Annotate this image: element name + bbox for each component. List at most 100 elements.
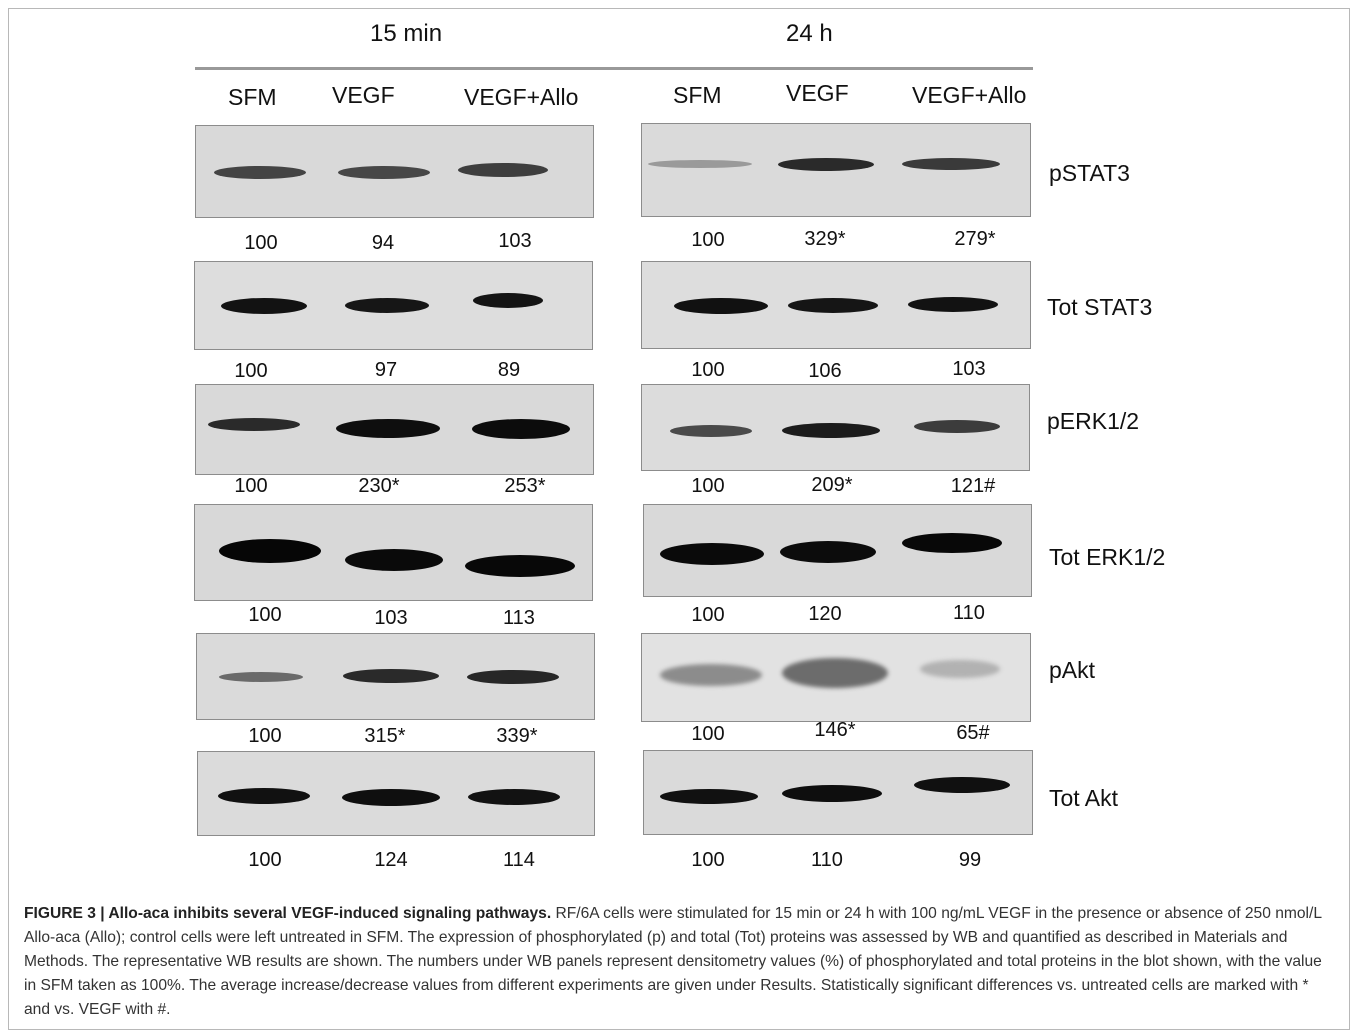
caption-label: FIGURE 3 | Allo-aca inhibits several VEG… — [24, 905, 552, 922]
value-pstat3-24h-sfm: 100 — [691, 229, 725, 251]
value-pstat3-15min-vegf: 94 — [371, 232, 395, 254]
row-label-totakt: Tot Akt — [1049, 785, 1119, 811]
band — [214, 166, 306, 179]
band — [345, 298, 429, 313]
blot-totakt-24h — [643, 750, 1033, 835]
band — [908, 297, 998, 312]
band — [920, 660, 1000, 678]
band — [782, 658, 888, 688]
row-label-pstat3: pSTAT3 — [1049, 160, 1130, 186]
band — [914, 777, 1010, 793]
band — [648, 160, 752, 168]
value-totakt-15min-vegf: 124 — [374, 849, 408, 871]
band — [336, 419, 440, 438]
value-perk-15min-vegfallo: 253* — [504, 475, 546, 497]
band — [660, 664, 762, 686]
band — [473, 293, 543, 308]
blot-perk-15min — [195, 384, 594, 475]
figure-caption: FIGURE 3 | Allo-aca inhibits several VEG… — [24, 902, 1334, 1022]
lane-label-vegf-15min: VEGF — [332, 82, 395, 108]
value-totstat3-15min-sfm: 100 — [234, 360, 268, 382]
value-totstat3-24h-vegf: 106 — [808, 360, 842, 382]
lane-label-vegfallo-24h: VEGF+Allo — [912, 82, 1027, 108]
value-totakt-24h-vegf: 110 — [811, 849, 843, 871]
value-totakt-15min-sfm: 100 — [248, 849, 282, 871]
value-totstat3-15min-vegfallo: 89 — [497, 359, 521, 381]
band — [472, 419, 570, 439]
value-totstat3-24h-sfm: 100 — [691, 359, 725, 381]
lane-label-sfm-15min: SFM — [228, 84, 277, 110]
row-label-totstat3: Tot STAT3 — [1047, 294, 1153, 320]
value-perk-24h-vegfallo: 121# — [950, 475, 996, 497]
band — [208, 418, 300, 431]
value-pstat3-15min-vegfallo: 103 — [498, 230, 532, 252]
band — [782, 785, 882, 802]
blot-perk-24h — [641, 384, 1030, 471]
band — [467, 670, 559, 684]
band — [345, 549, 443, 571]
band — [458, 163, 548, 177]
value-totakt-24h-vegfallo: 99 — [958, 849, 982, 871]
row-label-toterk: Tot ERK1/2 — [1049, 544, 1166, 570]
value-pstat3-24h-vegfallo: 279* — [954, 228, 996, 250]
value-totstat3-24h-vegfallo: 103 — [952, 358, 986, 380]
blot-pstat3-15min — [195, 125, 594, 218]
band — [338, 166, 430, 179]
band — [660, 543, 764, 565]
band — [221, 298, 307, 314]
timepoint-15min: 15 min — [370, 20, 443, 47]
blot-pakt-15min — [196, 633, 595, 720]
value-pakt-15min-sfm: 100 — [248, 725, 282, 747]
band — [780, 541, 876, 563]
lane-label-sfm-24h: SFM — [673, 82, 722, 108]
value-pakt-24h-sfm: 100 — [691, 723, 725, 745]
value-totstat3-15min-vegf: 97 — [374, 359, 398, 381]
band — [468, 789, 560, 805]
value-pakt-24h-vegf: 146* — [814, 719, 856, 741]
band — [902, 533, 1002, 553]
blot-pakt-24h — [641, 633, 1031, 722]
value-totakt-24h-sfm: 100 — [691, 849, 725, 871]
band — [660, 789, 758, 804]
timepoint-24h: 24 h — [786, 20, 833, 47]
value-toterk-15min-sfm: 100 — [248, 604, 282, 626]
blot-pstat3-24h — [641, 123, 1031, 217]
value-toterk-24h-vegfallo: 110 — [953, 602, 985, 624]
blot-toterk-24h — [643, 504, 1032, 597]
band — [219, 539, 321, 563]
value-pakt-15min-vegf: 315* — [364, 725, 406, 747]
value-toterk-15min-vegf: 103 — [374, 607, 408, 629]
value-toterk-24h-sfm: 100 — [691, 604, 725, 626]
row-label-perk: pERK1/2 — [1047, 408, 1140, 434]
band — [670, 425, 752, 437]
value-toterk-24h-vegf: 120 — [808, 603, 842, 625]
value-totakt-15min-vegfallo: 114 — [503, 849, 535, 871]
band — [778, 158, 874, 171]
blot-toterk-15min — [194, 504, 593, 601]
caption-text: RF/6A cells were stimulated for 15 min o… — [24, 905, 1322, 1018]
value-pstat3-24h-vegf: 329* — [804, 228, 846, 250]
band — [674, 298, 768, 314]
row-label-pakt: pAkt — [1049, 657, 1096, 683]
value-perk-15min-sfm: 100 — [234, 475, 268, 497]
value-pakt-15min-vegfallo: 339* — [496, 725, 538, 747]
band — [465, 555, 575, 577]
band — [902, 158, 1000, 170]
value-perk-24h-vegf: 209* — [811, 474, 853, 496]
blot-totstat3-24h — [641, 261, 1031, 349]
blot-totakt-15min — [197, 751, 595, 836]
lane-label-vegfallo-15min: VEGF+Allo — [464, 84, 579, 110]
value-perk-24h-sfm: 100 — [691, 475, 725, 497]
band — [914, 420, 1000, 433]
figure-frame — [8, 8, 1350, 1030]
band — [218, 788, 310, 804]
band — [788, 298, 878, 313]
band — [782, 423, 880, 438]
value-pstat3-15min-sfm: 100 — [244, 232, 278, 254]
band — [342, 789, 440, 806]
lane-label-vegf-24h: VEGF — [786, 80, 849, 106]
blot-totstat3-15min — [194, 261, 593, 350]
value-pakt-24h-vegfallo: 65# — [956, 722, 990, 744]
band — [219, 672, 303, 682]
band — [343, 669, 439, 683]
